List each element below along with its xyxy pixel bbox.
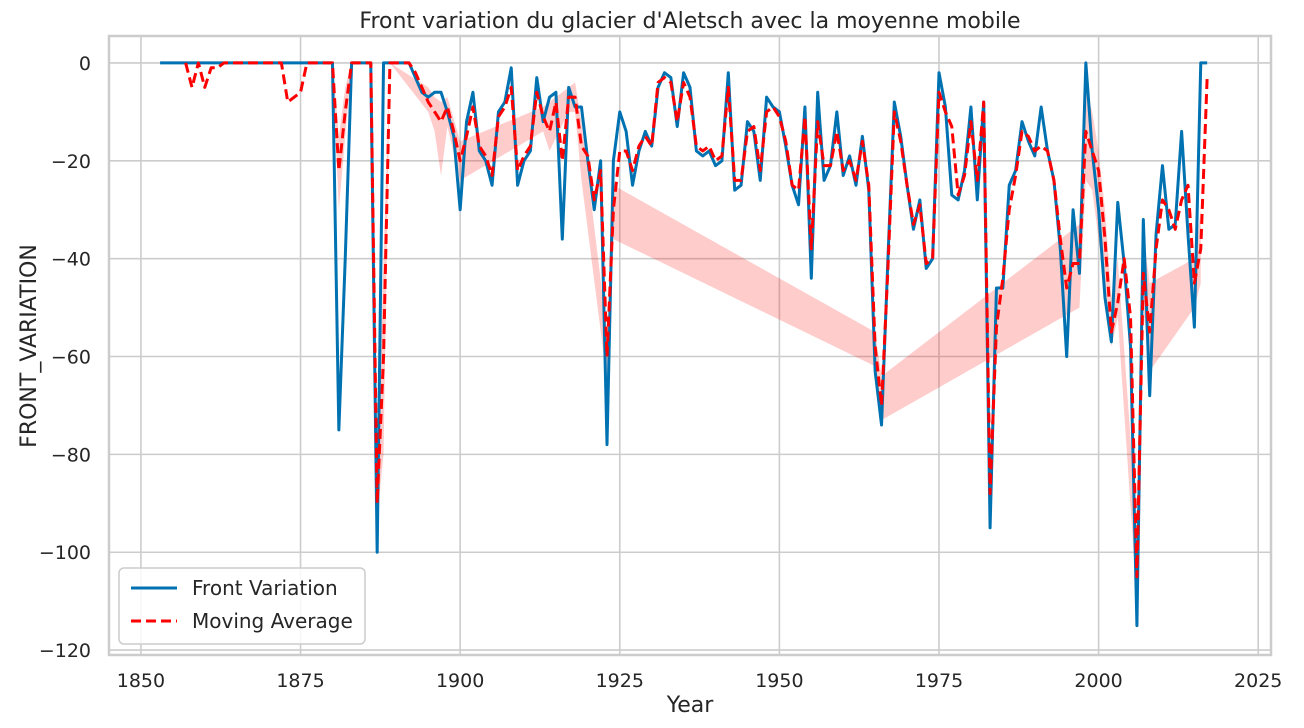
series-line-front-variation <box>160 61 1208 628</box>
y-tick-label: −40 <box>51 249 91 271</box>
x-tick-label: 2000 <box>1074 670 1122 692</box>
x-tick-label: 2025 <box>1234 670 1282 692</box>
y-tick-label: −80 <box>51 444 91 466</box>
y-tick-label: −120 <box>39 640 91 662</box>
x-tick-label: 1925 <box>596 670 644 692</box>
x-tick-label: 1875 <box>276 670 324 692</box>
confidence-band <box>332 62 1201 602</box>
legend-label-front-variation: Front Variation <box>192 576 338 600</box>
y-tick-label: −20 <box>51 151 91 173</box>
y-tick-label: −60 <box>51 347 91 369</box>
x-tick-label: 1900 <box>436 670 484 692</box>
x-tick-label: 1950 <box>755 670 803 692</box>
series-layer <box>160 61 1209 628</box>
legend-box <box>118 567 366 645</box>
legend: Front Variation Moving Average <box>118 567 366 645</box>
series-line-moving-average <box>184 61 1209 579</box>
y-tick-label: 0 <box>79 53 91 75</box>
y-axis-label: FRONT_VARIATION <box>17 244 42 448</box>
x-axis-label: Year <box>666 693 715 718</box>
x-tick-labels: 1850 1875 1900 1925 1950 1975 2000 2025 <box>117 670 1283 692</box>
y-tick-labels: 0 −20 −40 −60 −80 −100 −120 <box>39 53 91 662</box>
moving-average-band <box>332 62 1201 602</box>
x-tick-label: 1850 <box>117 670 165 692</box>
plot-frame <box>107 34 1273 657</box>
x-tick-label: 1975 <box>915 670 963 692</box>
grid <box>109 36 1271 655</box>
y-tick-label: −100 <box>39 542 91 564</box>
legend-label-moving-average: Moving Average <box>192 609 353 633</box>
chart-title: Front variation du glacier d'Aletsch ave… <box>359 9 1020 34</box>
